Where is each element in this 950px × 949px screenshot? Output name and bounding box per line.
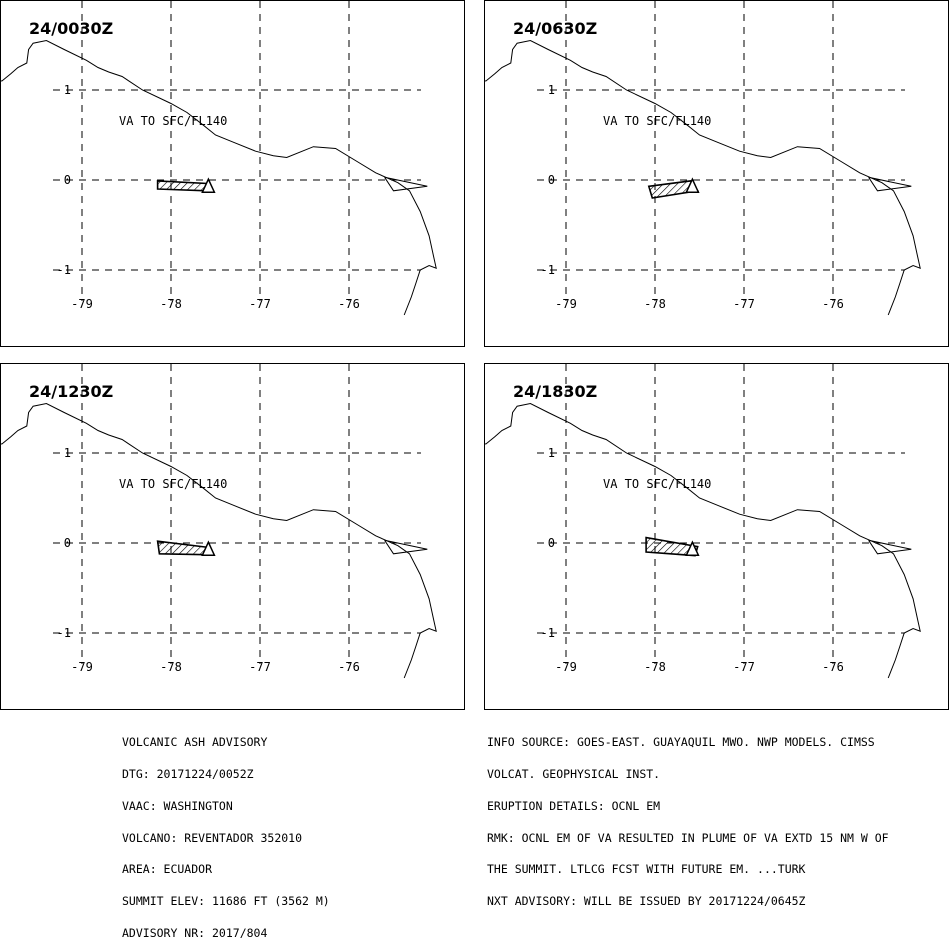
volcano-triangle-icon [685,177,700,193]
river-outline [384,539,428,555]
advisory-right-block: INFO SOURCE: GOES-EAST. GUAYAQUIL MWO. N… [487,716,889,917]
lat-tick-label: 1 [548,83,555,97]
lat-tick-label: 0 [548,173,555,187]
remarks-line-2: THE SUMMIT. LTLCG FCST WITH FUTURE EM. .… [487,862,806,877]
lon-tick-label: -79 [555,660,577,674]
lon-tick-label: -76 [822,297,844,311]
lon-tick-label: -76 [822,660,844,674]
info-source-line: INFO SOURCE: GOES-EAST. GUAYAQUIL MWO. N… [487,735,875,750]
panel-time: 24/0030Z [29,19,114,38]
info-source-line-2: VOLCAT. GEOPHYSICAL INST. [487,766,661,781]
lon-tick-label: -79 [555,297,577,311]
ash-cloud-polygon [156,180,211,192]
coastline [485,402,921,679]
lon-tick-label: -77 [249,660,271,674]
panel-time: 24/0630Z [513,19,598,38]
forecast-panel-2: -79 -78 -77 -76 1 0 -1 VA TO SFC/FL140 24/0630Z [484,0,949,347]
forecast-panel-3: -79 -78 -77 -76 1 0 -1 VA TO SFC/FL140 24/1230Z [0,363,465,710]
remarks-line: RMK: OCNL EM OF VA RESULTED IN PLUME OF … [487,830,889,845]
map-canvas: -79 -78 -77 -76 1 0 -1 VA TO SFC/FL140 [485,364,921,679]
lon-tick-label: -76 [338,297,360,311]
coastline [485,39,921,316]
panel-time: 24/1830Z [513,382,598,401]
lat-tick-label: 0 [548,536,555,550]
lon-tick-label: -79 [71,297,93,311]
advisory-area: AREA: ECUADOR [122,862,213,877]
lat-tick-label: -1 [57,626,71,640]
lat-tick-label: -1 [541,263,555,277]
lat-tick-label: 0 [64,173,71,187]
advisory-summit-elev: SUMMIT ELEV: 11686 FT (3562 M) [122,894,330,909]
advisory-left-block: VOLCANIC ASH ADVISORY DTG: 20171224/0052… [122,716,330,949]
lon-tick-label: -79 [71,660,93,674]
advisory-dtg: DTG: 20171224/0052Z [122,766,254,781]
lon-tick-label: -77 [249,297,271,311]
lon-tick-label: -77 [733,297,755,311]
map-canvas: -79 -78 -77 -76 1 0 -1 VA TO SFC/FL140 [1,364,437,679]
map-canvas: -79 -78 -77 -76 1 0 -1 VA TO SFC/FL140 [1,1,437,316]
ash-altitude-label: VA TO SFC/FL140 [603,114,711,128]
lat-tick-label: 1 [64,83,71,97]
volcano-triangle-icon [201,540,216,556]
lon-tick-label: -78 [160,297,182,311]
panel-time: 24/1230Z [29,382,114,401]
advisory-title: VOLCANIC ASH ADVISORY [122,735,268,750]
advisory-volcano: VOLCANO: REVENTADOR 352010 [122,830,303,845]
lon-tick-label: -78 [160,660,182,674]
volcano-triangle-icon [685,540,700,556]
lon-tick-label: -78 [644,660,666,674]
lon-tick-label: -78 [644,297,666,311]
lat-tick-label: 1 [64,446,71,460]
lat-tick-label: 0 [64,536,71,550]
lon-tick-label: -77 [733,660,755,674]
ash-altitude-label: VA TO SFC/FL140 [119,477,227,491]
volcano-triangle-icon [201,177,216,193]
ash-altitude-label: VA TO SFC/FL140 [119,114,227,128]
river-outline [384,176,428,192]
advisory-number: ADVISORY NR: 2017/804 [122,925,268,940]
ash-altitude-label: VA TO SFC/FL140 [603,477,711,491]
forecast-panel-4: -79 -78 -77 -76 1 0 -1 VA TO SFC/FL140 24/1830Z [484,363,949,710]
eruption-details: ERUPTION DETAILS: OCNL EM [487,798,661,813]
river-outline [868,539,912,555]
next-advisory: NXT ADVISORY: WILL BE ISSUED BY 20171224… [487,894,806,909]
lat-tick-label: -1 [57,263,71,277]
lat-tick-label: 1 [548,446,555,460]
forecast-panel-1: -79 -78 -77 -76 1 0 -1 VA TO SFC/FL140 24/0030Z [0,0,465,347]
map-canvas: -79 -78 -77 -76 1 0 -1 VA TO SFC/FL140 [485,1,921,316]
advisory-vaac: VAAC: WASHINGTON [122,798,233,813]
lat-tick-label: -1 [541,626,555,640]
coastline [1,402,437,679]
coastline [1,39,437,316]
river-outline [868,176,912,192]
lon-tick-label: -76 [338,660,360,674]
